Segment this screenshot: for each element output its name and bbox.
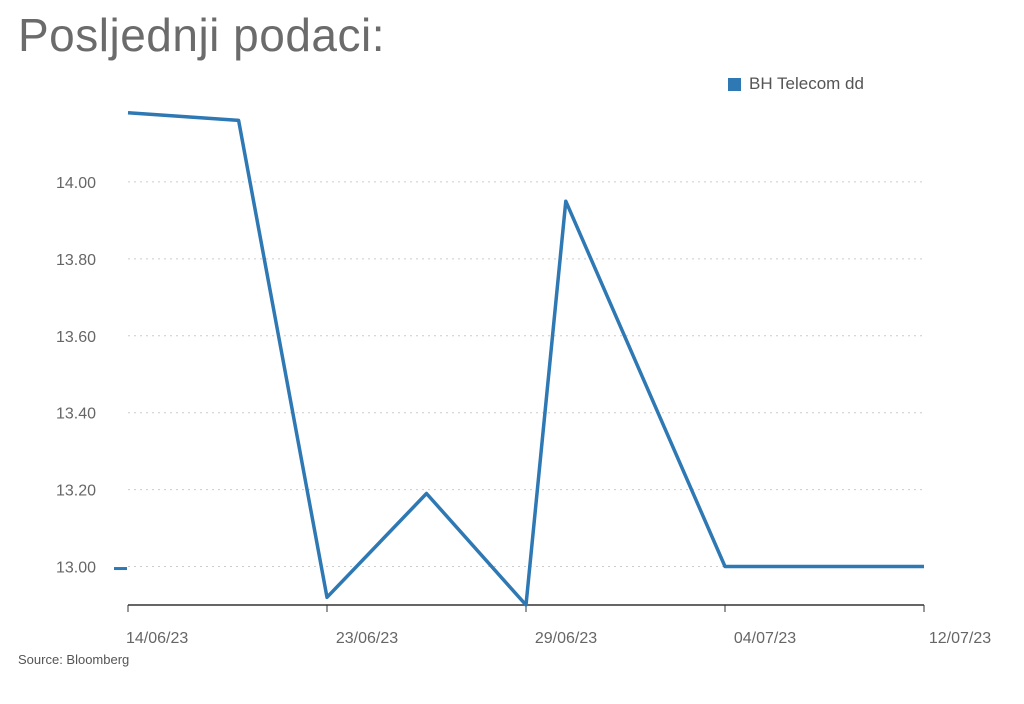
- y-tick-label: 14.00: [56, 175, 96, 192]
- y-tick-label: 13.80: [56, 252, 96, 269]
- legend-swatch: [728, 77, 741, 91]
- x-tick-label: 14/06/23: [126, 630, 188, 647]
- series-group: [127, 110, 924, 607]
- x-tick-label: 04/07/23: [734, 630, 796, 647]
- series-line-bh-telecom: [127, 110, 924, 607]
- legend-label: BH Telecom dd: [749, 74, 864, 93]
- y-tick-label: 13.40: [56, 406, 96, 423]
- source-note: Source: Bloomberg: [18, 652, 130, 667]
- x-axis: 14/06/23 23/06/23 29/06/23 04/07/23 12/07/23: [126, 604, 991, 647]
- grid-lines: [128, 181, 924, 568]
- y-tick-label: 13.20: [56, 483, 96, 500]
- y-tick-label: 13.00: [56, 560, 96, 577]
- y-axis: 13.00 13.20 13.40 13.60 13.80 14.00: [56, 175, 127, 577]
- x-tick-label: 29/06/23: [535, 630, 597, 647]
- y-tick-label: 13.60: [56, 329, 96, 346]
- chart-title: Posljednji podaci:: [18, 9, 386, 61]
- x-tick-label: 12/07/23: [929, 630, 991, 647]
- legend: BH Telecom dd: [728, 74, 864, 94]
- x-tick-label: 23/06/23: [336, 630, 398, 647]
